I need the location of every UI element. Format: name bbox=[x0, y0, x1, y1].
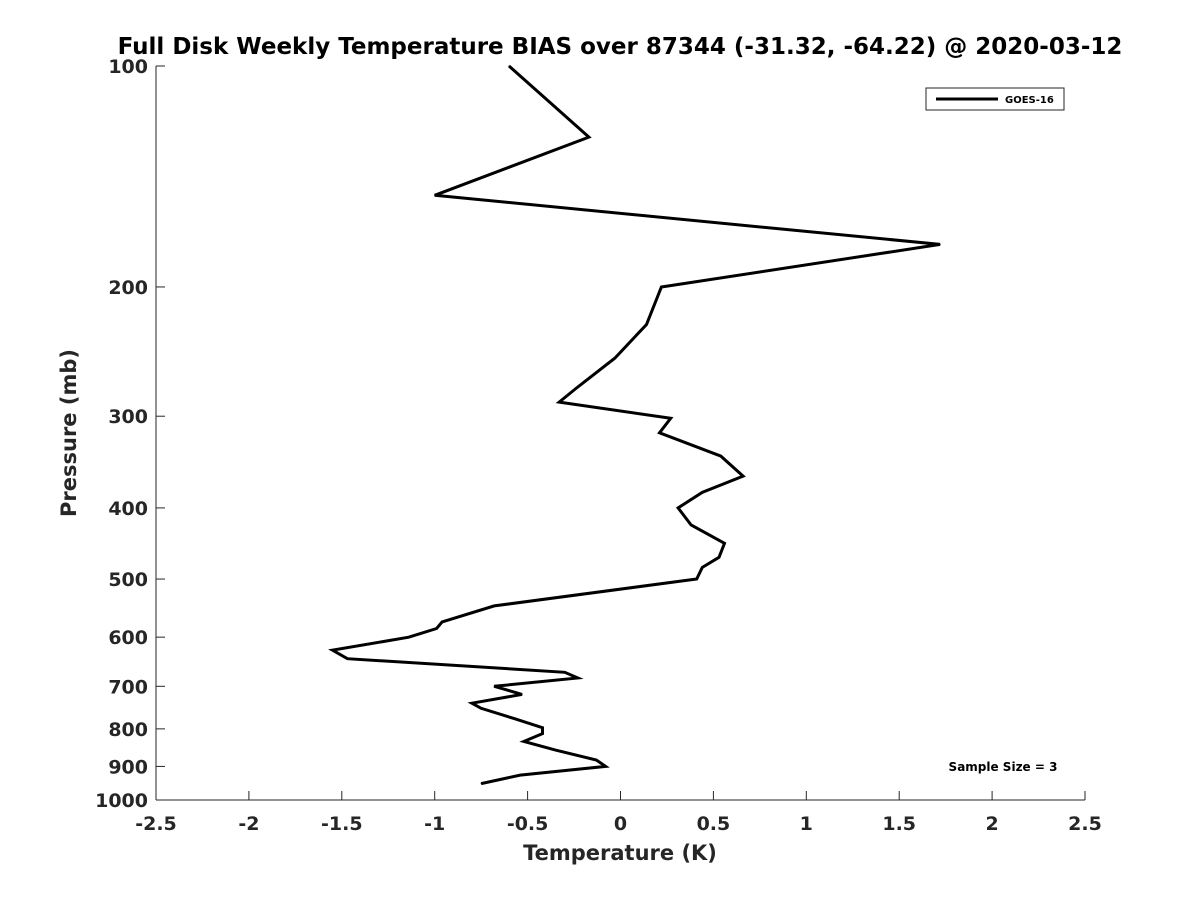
data-point bbox=[523, 740, 525, 742]
data-point bbox=[493, 685, 495, 687]
data-point bbox=[434, 194, 436, 196]
data-point bbox=[441, 621, 443, 623]
data-point bbox=[659, 432, 660, 434]
data-point bbox=[436, 628, 438, 629]
data-point bbox=[595, 759, 597, 761]
y-axis-label: Pressure (mb) bbox=[57, 349, 81, 517]
data-point bbox=[677, 507, 679, 509]
y-tick-label: 100 bbox=[108, 56, 148, 78]
data-point bbox=[564, 671, 566, 673]
data-point bbox=[577, 677, 579, 679]
x-tick-label: -0.5 bbox=[507, 813, 549, 835]
data-point bbox=[508, 65, 510, 67]
data-point bbox=[514, 718, 516, 720]
data-point bbox=[605, 765, 607, 767]
data-point bbox=[493, 605, 495, 607]
y-tick-label: 900 bbox=[108, 756, 148, 778]
data-point bbox=[718, 556, 720, 558]
y-axis-ticks: 100 200 300 400 500 600 700 800 900 1000 bbox=[95, 56, 165, 812]
data-point bbox=[939, 243, 941, 245]
y-tick-label: 800 bbox=[108, 719, 148, 741]
data-point bbox=[720, 455, 722, 457]
x-tick-label: -1 bbox=[424, 813, 445, 835]
data-point bbox=[521, 693, 523, 695]
data-point bbox=[614, 357, 616, 359]
y-tick-label: 400 bbox=[108, 498, 148, 520]
x-tick-label: 0 bbox=[614, 813, 627, 835]
x-axis-label: Temperature (K) bbox=[523, 841, 717, 865]
data-point bbox=[701, 566, 703, 568]
y-tick-label: 300 bbox=[108, 406, 148, 428]
data-point bbox=[724, 542, 725, 544]
x-tick-label: -1.5 bbox=[321, 813, 363, 835]
x-tick-label: 1.5 bbox=[882, 813, 916, 835]
x-tick-label: 1 bbox=[800, 813, 813, 835]
data-point bbox=[696, 578, 698, 580]
legend-label-goes-16: GOES-16 bbox=[1005, 95, 1054, 106]
x-tick-label: -2.5 bbox=[135, 813, 177, 835]
y-tick-label: 500 bbox=[108, 569, 148, 591]
y-tick-label: 1000 bbox=[95, 790, 148, 812]
y-tick-label: 700 bbox=[108, 676, 148, 698]
data-point bbox=[480, 707, 482, 709]
data-point bbox=[690, 524, 692, 526]
data-point bbox=[670, 417, 672, 419]
x-tick-label: -2 bbox=[238, 813, 259, 835]
data-point bbox=[701, 491, 703, 493]
y-tick-label: 200 bbox=[108, 277, 148, 299]
data-point bbox=[480, 783, 482, 785]
x-tick-label: 2.5 bbox=[1068, 813, 1102, 835]
plot-area bbox=[156, 66, 1085, 800]
x-tick-label: 0.5 bbox=[697, 813, 731, 835]
data-point bbox=[542, 733, 543, 735]
chart-title: Full Disk Weekly Temperature BIAS over 8… bbox=[118, 34, 1123, 60]
data-point bbox=[408, 636, 410, 638]
data-point bbox=[519, 774, 521, 776]
data-point bbox=[471, 702, 473, 704]
sample-size-annotation: Sample Size = 3 bbox=[949, 760, 1058, 774]
data-point bbox=[558, 401, 560, 403]
data-point bbox=[660, 286, 662, 288]
data-point bbox=[588, 136, 590, 138]
x-axis-ticks: -2.5 -2 -1.5 -1 -0.5 0 0.5 1 1.5 2 2.5 bbox=[135, 791, 1102, 835]
data-point bbox=[575, 388, 577, 389]
data-point bbox=[742, 475, 744, 477]
series-group bbox=[328, 64, 941, 786]
data-point bbox=[332, 649, 333, 651]
y-tick-label: 600 bbox=[108, 627, 148, 649]
x-tick-label: 2 bbox=[985, 813, 998, 835]
data-point bbox=[646, 324, 647, 325]
data-point bbox=[542, 727, 543, 729]
legend: GOES-16 bbox=[925, 87, 1065, 111]
data-point bbox=[346, 658, 348, 660]
data-point bbox=[555, 749, 556, 751]
